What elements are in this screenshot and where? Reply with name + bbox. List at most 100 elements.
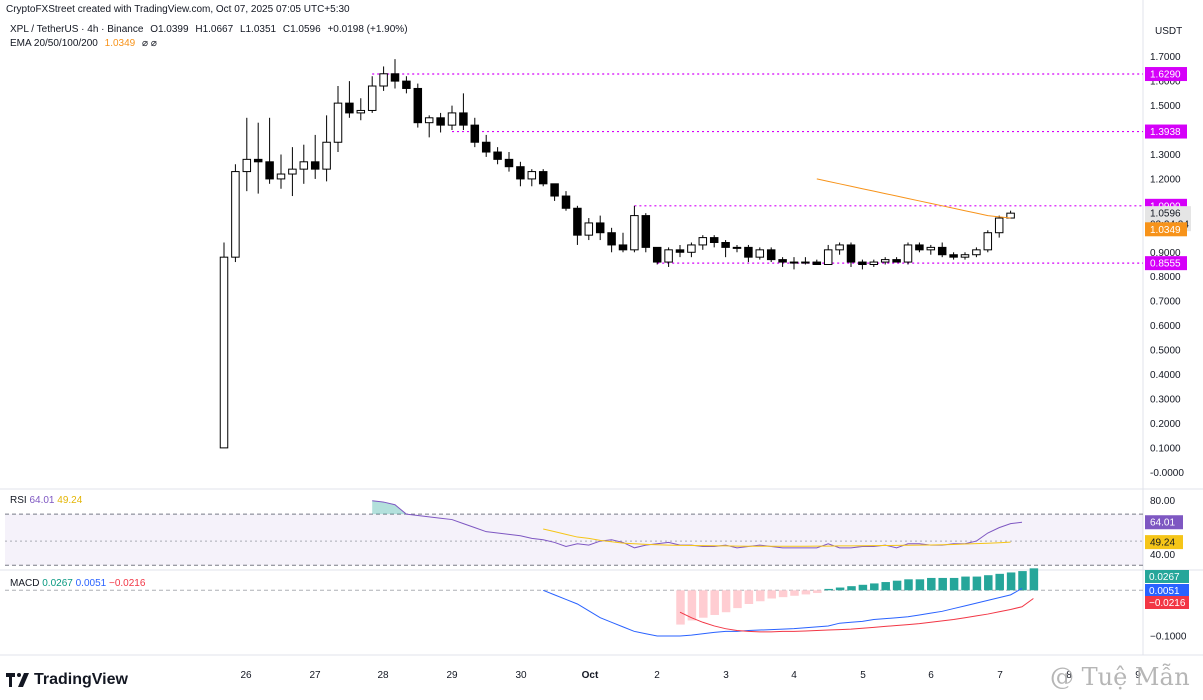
macd-histogram-bar (813, 590, 822, 594)
candle-body (504, 158, 514, 168)
rsi-tick-label: 80.00 (1150, 496, 1175, 507)
level-price-label: 0.8555 (1150, 259, 1181, 270)
tradingview-logo[interactable]: TradingView (6, 671, 128, 689)
rsi-ma-badge (1145, 535, 1183, 550)
time-tick-label: 26 (240, 670, 252, 681)
rsi-band-fill (5, 514, 1143, 566)
macd-histogram-bar (767, 590, 776, 599)
price-tick-label: 0.5000 (1150, 346, 1181, 357)
candle-body (949, 254, 958, 258)
ema-label[interactable]: EMA 20/50/100/200 (10, 38, 98, 49)
time-tick-label: 5 (860, 670, 866, 681)
candle-body (219, 256, 229, 449)
ohlc-high: H1.0667 (195, 24, 234, 35)
price-tick-label: 0.4000 (1150, 370, 1181, 381)
candle-body (527, 171, 537, 180)
time-tick-label: Oct (582, 670, 599, 681)
macd-histogram-bar (676, 590, 685, 625)
candle-body (641, 215, 651, 248)
price-tick-label: 1.5000 (1150, 101, 1181, 112)
macd-histogram-bar (801, 590, 811, 595)
tradingview-icon (6, 673, 29, 687)
candle-body (892, 259, 901, 263)
histogram-value: −0.0216 (108, 578, 146, 589)
signal-value: 0.0051 (75, 578, 107, 589)
macd-value-badge (1145, 570, 1189, 583)
rsi-ma-label: 49.24 (1150, 538, 1175, 549)
symbol-title[interactable]: XPL / TetherUS · 4h · Binance (10, 24, 144, 35)
candle-body (276, 173, 286, 180)
candle-body (333, 102, 343, 143)
ema-settings-icon[interactable]: ⌀ ⌀ (142, 38, 157, 49)
macd-tick-label: −0.1000 (1150, 632, 1187, 643)
candle-body (436, 117, 445, 126)
candle-body (709, 237, 719, 243)
candle-body (345, 102, 354, 114)
price-tick-label: 1.7000 (1150, 52, 1181, 63)
candle-body (538, 171, 548, 185)
candle-body (379, 73, 388, 87)
time-tick-label: 28 (377, 670, 389, 681)
rsi-value-label: 64.01 (1150, 518, 1175, 529)
macd-value-label: 0.0051 (1149, 586, 1180, 597)
macd-value-badge (1145, 596, 1189, 609)
ema-price-badge (1145, 222, 1187, 237)
candle-body (481, 141, 491, 153)
macd-histogram-bar (938, 577, 947, 591)
macd-histogram-bar (687, 590, 697, 621)
macd-histogram-bar (744, 590, 754, 604)
last-price-label: 1.0596 (1150, 209, 1181, 220)
macd-value: 0.0267 (42, 578, 73, 589)
candle-body (584, 222, 594, 236)
currency-unit[interactable]: USDT (1155, 26, 1183, 37)
candle-body (516, 166, 525, 180)
price-tick-label: -0.0000 (1150, 468, 1184, 479)
macd-histogram-bar (858, 584, 868, 591)
price-tick-label: 0.3000 (1150, 394, 1181, 405)
price-tick-label: 0.6000 (1150, 321, 1181, 332)
candle-body (322, 141, 331, 170)
ohlc-close: C1.0596 (282, 24, 321, 35)
level-price-badge (1145, 124, 1187, 139)
ema-line (816, 178, 1011, 219)
candle-body (675, 249, 685, 253)
level-price-badge (1145, 67, 1187, 82)
candle-body (310, 161, 320, 170)
macd-signal-line (679, 598, 1034, 633)
time-tick-label: 9 (1135, 670, 1141, 681)
candle-body (972, 249, 981, 256)
candle-body (903, 244, 913, 263)
macd-histogram-bar (1006, 572, 1016, 591)
macd-title[interactable]: MACD (10, 578, 40, 589)
candle-body (732, 246, 742, 249)
price-change: +0.0198 (+1.90%) (327, 24, 408, 35)
candle-body (630, 215, 639, 251)
macd-histogram-bar (847, 586, 856, 591)
level-price-label: 1.6290 (1150, 70, 1181, 81)
price-tick-label: 1.2000 (1150, 174, 1181, 185)
candle-body (299, 161, 309, 170)
candle-body (242, 158, 252, 173)
candle-body (926, 246, 936, 251)
candle-body (288, 168, 297, 175)
ohlc-low: L1.0351 (239, 24, 277, 35)
candle-body (356, 109, 366, 114)
rsi-title[interactable]: RSI (10, 495, 27, 506)
time-tick-label: 29 (446, 670, 458, 681)
macd-value-label: −0.0216 (1149, 598, 1186, 609)
candle-body (618, 244, 628, 251)
candle-body (846, 244, 856, 263)
macd-histogram-bar (756, 590, 765, 602)
time-tick-label: 30 (515, 670, 527, 681)
candle-body (823, 249, 833, 265)
candle-body (447, 112, 457, 126)
time-tick-label: 2 (654, 670, 660, 681)
candle-body (664, 249, 673, 263)
candle-body (459, 112, 468, 126)
candle-body (801, 261, 810, 264)
macd-histogram-bar (1018, 571, 1027, 591)
price-tick-label: 1.3000 (1150, 150, 1181, 161)
time-tick-label: 4 (791, 670, 797, 681)
candle-body (835, 244, 844, 251)
